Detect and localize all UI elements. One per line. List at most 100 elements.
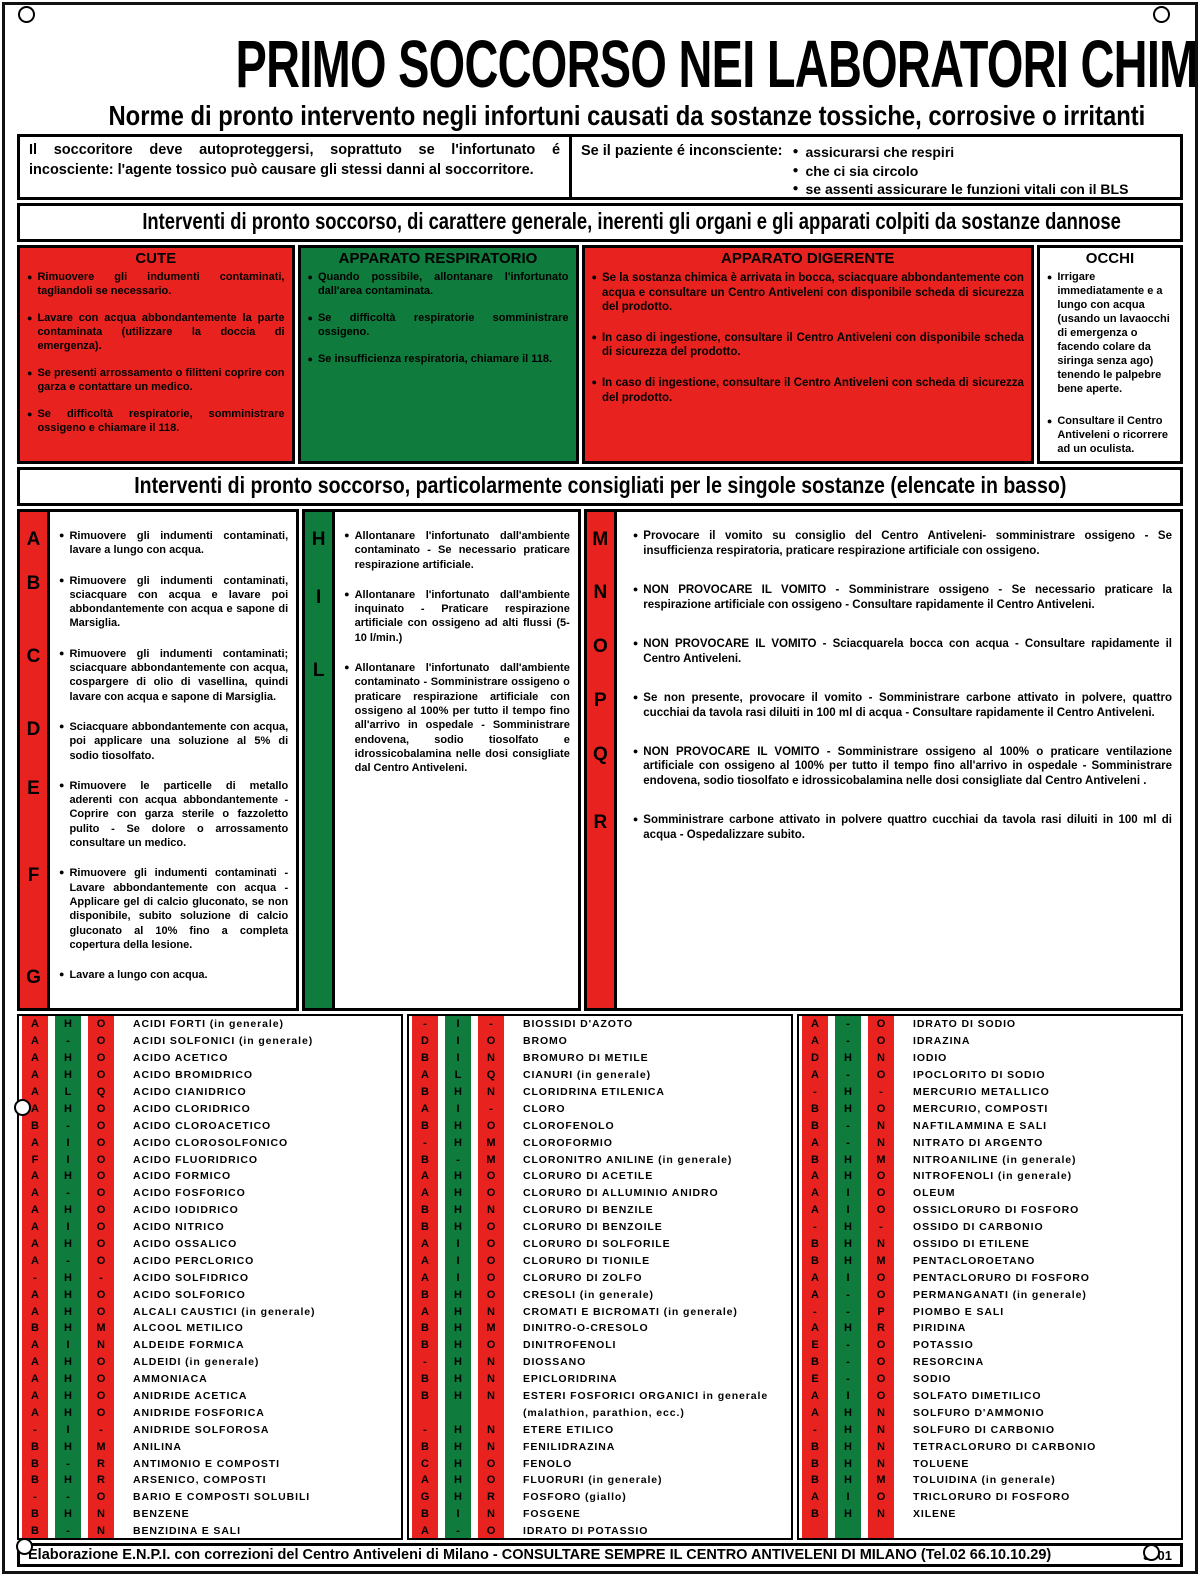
instruction-text: Allontanare l'infortunato dall'ambiente …: [354, 588, 570, 644]
code-cell: I: [55, 1134, 81, 1152]
bullet-icon: ●: [59, 969, 65, 980]
code-cell: I: [445, 1049, 471, 1067]
table-row: A I O OLEUM: [799, 1184, 1181, 1202]
code-cell: H: [445, 1117, 471, 1135]
bullet-icon: ●: [59, 779, 65, 790]
code-cell: A: [22, 1303, 48, 1321]
code-cell: A: [22, 1066, 48, 1084]
table-column-group: - I - BIOSSIDI D'AZOTO D I O BROMO B I N BROMURO DI…: [407, 1014, 793, 1540]
substance-name: ACIDO BROMIDRICO: [133, 1069, 253, 1082]
code-cell: -: [835, 1370, 861, 1388]
bullet-text: che ci sia circolo: [805, 162, 919, 179]
code-cell: A: [412, 1303, 438, 1321]
code-cell: H: [835, 1505, 861, 1523]
table-row: A H O ACIDO SOLFORICO: [19, 1286, 401, 1304]
code-strip: [802, 1522, 828, 1538]
code-cell: B: [412, 1505, 438, 1523]
specific-groups: A ● Rimuovere gli indumenti contaminati, l…: [17, 509, 1183, 1011]
code-cell: H: [445, 1320, 471, 1337]
substance-name: FENOLO: [523, 1457, 573, 1470]
code-cell: P: [868, 1303, 894, 1321]
bullet-icon: ●: [1046, 272, 1053, 282]
bullet-icon: ●: [792, 146, 799, 157]
specific-instruction: ● NON PROVOCARE IL VOMITO - Somministrare…: [617, 743, 1180, 812]
code-cell: H: [445, 1438, 471, 1456]
mounting-hole-mid-left: [14, 1099, 31, 1116]
table-row: A I O ACIDO CLOROSOLFONICO: [19, 1134, 401, 1152]
specific-entry: A ● Rimuovere gli indumenti contaminati, l…: [20, 512, 296, 572]
specific-entry: I ● Allontanare l'infortunato dall'ambient…: [305, 585, 578, 660]
substance-name: ACIDO SOLFIDRICO: [133, 1271, 249, 1284]
table-row: A - O IDRATO DI POTASSIO: [409, 1522, 791, 1538]
table-row: A - O ACIDO FOSFORICO: [19, 1184, 401, 1202]
code-cell: O: [868, 1370, 894, 1388]
substance-name: NITRATO DI ARGENTO: [913, 1136, 1044, 1149]
code-cell: H: [835, 1455, 861, 1473]
table-row: B H O CRESOLI (in generale): [409, 1286, 791, 1304]
table-row: - H - OSSIDO DI CARBONIO: [799, 1218, 1181, 1236]
substance-name: ACIDO IODIDRICO: [133, 1204, 239, 1217]
code-cell: -: [835, 1032, 861, 1050]
code-letter: R: [586, 811, 617, 866]
substance-name: ACIDO PERCLORICO: [133, 1254, 255, 1267]
code-cell: O: [478, 1472, 504, 1489]
table-row: A I O PENTACLORURO DI FOSFORO: [799, 1269, 1181, 1287]
instruction-text: Lavare a lungo con acqua.: [69, 969, 208, 982]
code-cell: -: [55, 1522, 81, 1538]
code-cell: A: [412, 1522, 438, 1538]
instruction-item: ● In caso di ingestione, consultare il Ce…: [585, 376, 1031, 405]
substance-name: ACIDO SOLFORICO: [133, 1288, 246, 1301]
instruction-text: Rimuovere gli indumenti contaminati - La…: [69, 867, 289, 951]
code-cell: O: [478, 1336, 504, 1354]
code-cell: A: [22, 1286, 48, 1304]
code-cell: N: [478, 1505, 504, 1523]
code-cell: R: [868, 1320, 894, 1337]
substance-name: POTASSIO: [913, 1339, 974, 1352]
code-cell: O: [868, 1168, 894, 1185]
instruction-text: Allontanare l'infortunato dall'ambiente …: [354, 530, 570, 571]
specific-section-header: Interventi di pronto soccorso, particola…: [17, 467, 1183, 506]
substance-name: IPOCLORITO DI SODIO: [913, 1069, 1046, 1082]
table-row: B - O ACIDO CLOROACETICO: [19, 1117, 401, 1135]
code-cell: H: [55, 1472, 81, 1489]
code-cell: N: [88, 1336, 114, 1354]
bullet-icon: ●: [591, 376, 597, 387]
code-cell: H: [55, 1066, 81, 1084]
specific-group: H ● Allontanare l'infortunato dall'ambient…: [302, 509, 581, 1011]
code-cell: O: [868, 1387, 894, 1405]
table-row: A - O IDRAZINA: [799, 1032, 1181, 1050]
substance-name: PERMANGANATI (in generale): [913, 1288, 1087, 1301]
table-row: F I O ACIDO FLUORIDRICO: [19, 1151, 401, 1169]
substance-name: PENTACLORURO DI FOSFORO: [913, 1271, 1090, 1284]
table-row: A H O ALDEIDI (in generale): [19, 1353, 401, 1371]
table-row: B - M CLORONITRO ANILINE (in generale): [409, 1151, 791, 1169]
table-row: B H N TETRACLORURO DI CARBONIO: [799, 1438, 1181, 1456]
specific-group: M ● Provocare il vomito su consiglio del C…: [583, 509, 1183, 1011]
code-cell: R: [88, 1455, 114, 1473]
instruction-item: ● Se difficoltà respiratorie, somministra…: [20, 408, 292, 436]
substance-name: BIOSSIDI D'AZOTO: [523, 1018, 634, 1031]
table-row: B H N XILENE: [799, 1505, 1181, 1523]
organ-column-title: OCCHI: [1085, 250, 1135, 267]
code-cell: I: [55, 1421, 81, 1439]
code-cell: -: [868, 1218, 894, 1236]
letter-strip-filler: [305, 789, 578, 1008]
rescuer-warning-box: Il soccoritore deve autoproteggersi, sop…: [17, 134, 573, 200]
table-row: A I O SOLFATO DIMETILICO: [799, 1387, 1181, 1405]
substance-name: IDRATO DI POTASSIO: [523, 1525, 649, 1538]
substance-name: ACIDO NITRICO: [133, 1221, 225, 1234]
letter-strip-filler: [586, 865, 1180, 1008]
code-cell: N: [868, 1134, 894, 1152]
letter-strip: [586, 865, 617, 1008]
code-cell: -: [55, 1117, 81, 1135]
substance-name: CRESOLI (in generale): [523, 1288, 654, 1301]
organ-column-title: CUTE: [135, 250, 177, 267]
code-cell: A: [802, 1184, 828, 1202]
code-cell: -: [412, 1421, 438, 1439]
instruction-item: ● In caso di ingestione, consultare il Ce…: [585, 331, 1031, 360]
substance-name: PIOMBO E SALI: [913, 1305, 1005, 1318]
specific-instruction: ● Allontanare l'infortunato dall'ambiente…: [335, 586, 578, 659]
code-cell: O: [88, 1049, 114, 1067]
code-cell: A: [22, 1404, 48, 1422]
table-row: B H N CLORIDRINA ETILENICA: [409, 1083, 791, 1101]
